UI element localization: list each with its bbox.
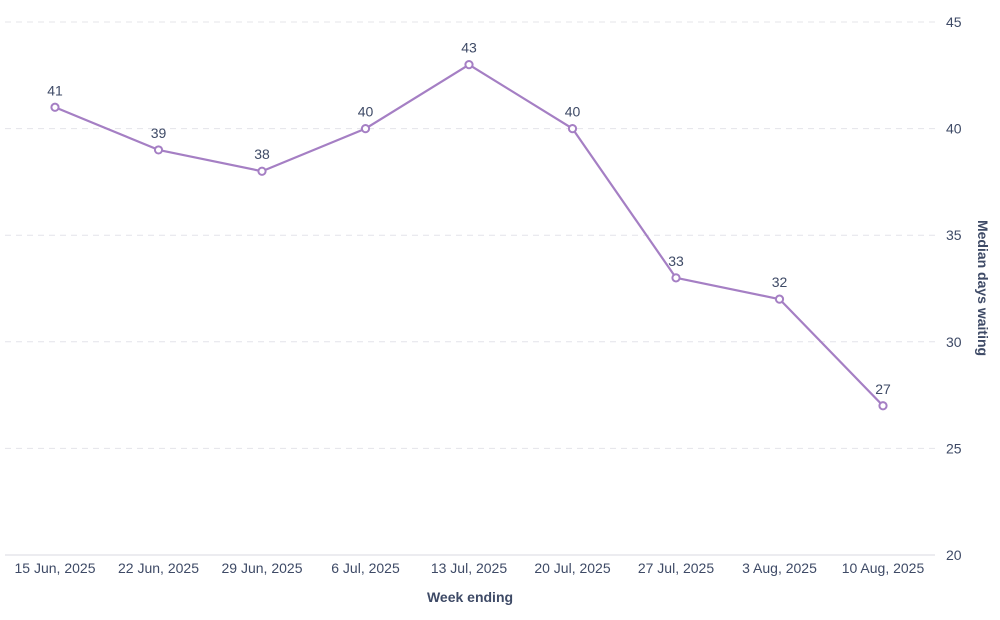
data-point[interactable] [567, 124, 578, 134]
x-tick-label: 27 Jul, 2025 [638, 560, 714, 576]
gridlines [5, 21, 935, 556]
data-label: 32 [772, 274, 788, 290]
y-tick-label: 25 [946, 440, 962, 456]
data-label: 39 [151, 125, 167, 141]
data-label: 33 [668, 253, 684, 269]
y-tick-label: 45 [946, 14, 962, 30]
y-axis-title: Median days waiting [975, 220, 991, 356]
series-layer [50, 60, 888, 411]
data-point[interactable] [671, 273, 681, 283]
x-tick-label: 6 Jul, 2025 [331, 560, 400, 576]
x-tick-label: 29 Jun, 2025 [222, 560, 303, 576]
x-tick-label: 13 Jul, 2025 [431, 560, 507, 576]
data-label: 40 [358, 104, 374, 120]
data-point[interactable] [774, 294, 785, 304]
data-label: 43 [461, 40, 477, 56]
x-tick-label: 15 Jun, 2025 [15, 560, 96, 576]
x-axis-title: Week ending [427, 589, 513, 605]
data-point[interactable] [153, 145, 164, 155]
y-axis-ticks: 20 25 30 35 40 45 [946, 14, 962, 563]
y-tick-label: 40 [946, 121, 962, 137]
x-tick-label: 20 Jul, 2025 [534, 560, 610, 576]
data-point[interactable] [50, 102, 60, 112]
data-labels: 41 39 38 40 43 40 33 32 27 [47, 40, 891, 397]
y-tick-label: 35 [946, 227, 962, 243]
data-point[interactable] [257, 166, 267, 176]
data-label: 27 [875, 381, 891, 397]
data-point[interactable] [878, 401, 888, 411]
y-tick-label: 20 [946, 547, 962, 563]
data-label: 40 [565, 104, 581, 120]
x-axis-ticks: 15 Jun, 2025 22 Jun, 2025 29 Jun, 2025 6 Ju… [15, 560, 925, 576]
data-point[interactable] [360, 124, 371, 134]
data-label: 41 [47, 82, 63, 98]
data-label: 38 [254, 146, 270, 162]
x-tick-label: 3 Aug, 2025 [742, 560, 817, 576]
x-tick-label: 10 Aug, 2025 [842, 560, 925, 576]
data-point[interactable] [464, 60, 474, 70]
x-tick-label: 22 Jun, 2025 [118, 560, 199, 576]
y-tick-label: 30 [946, 334, 962, 350]
